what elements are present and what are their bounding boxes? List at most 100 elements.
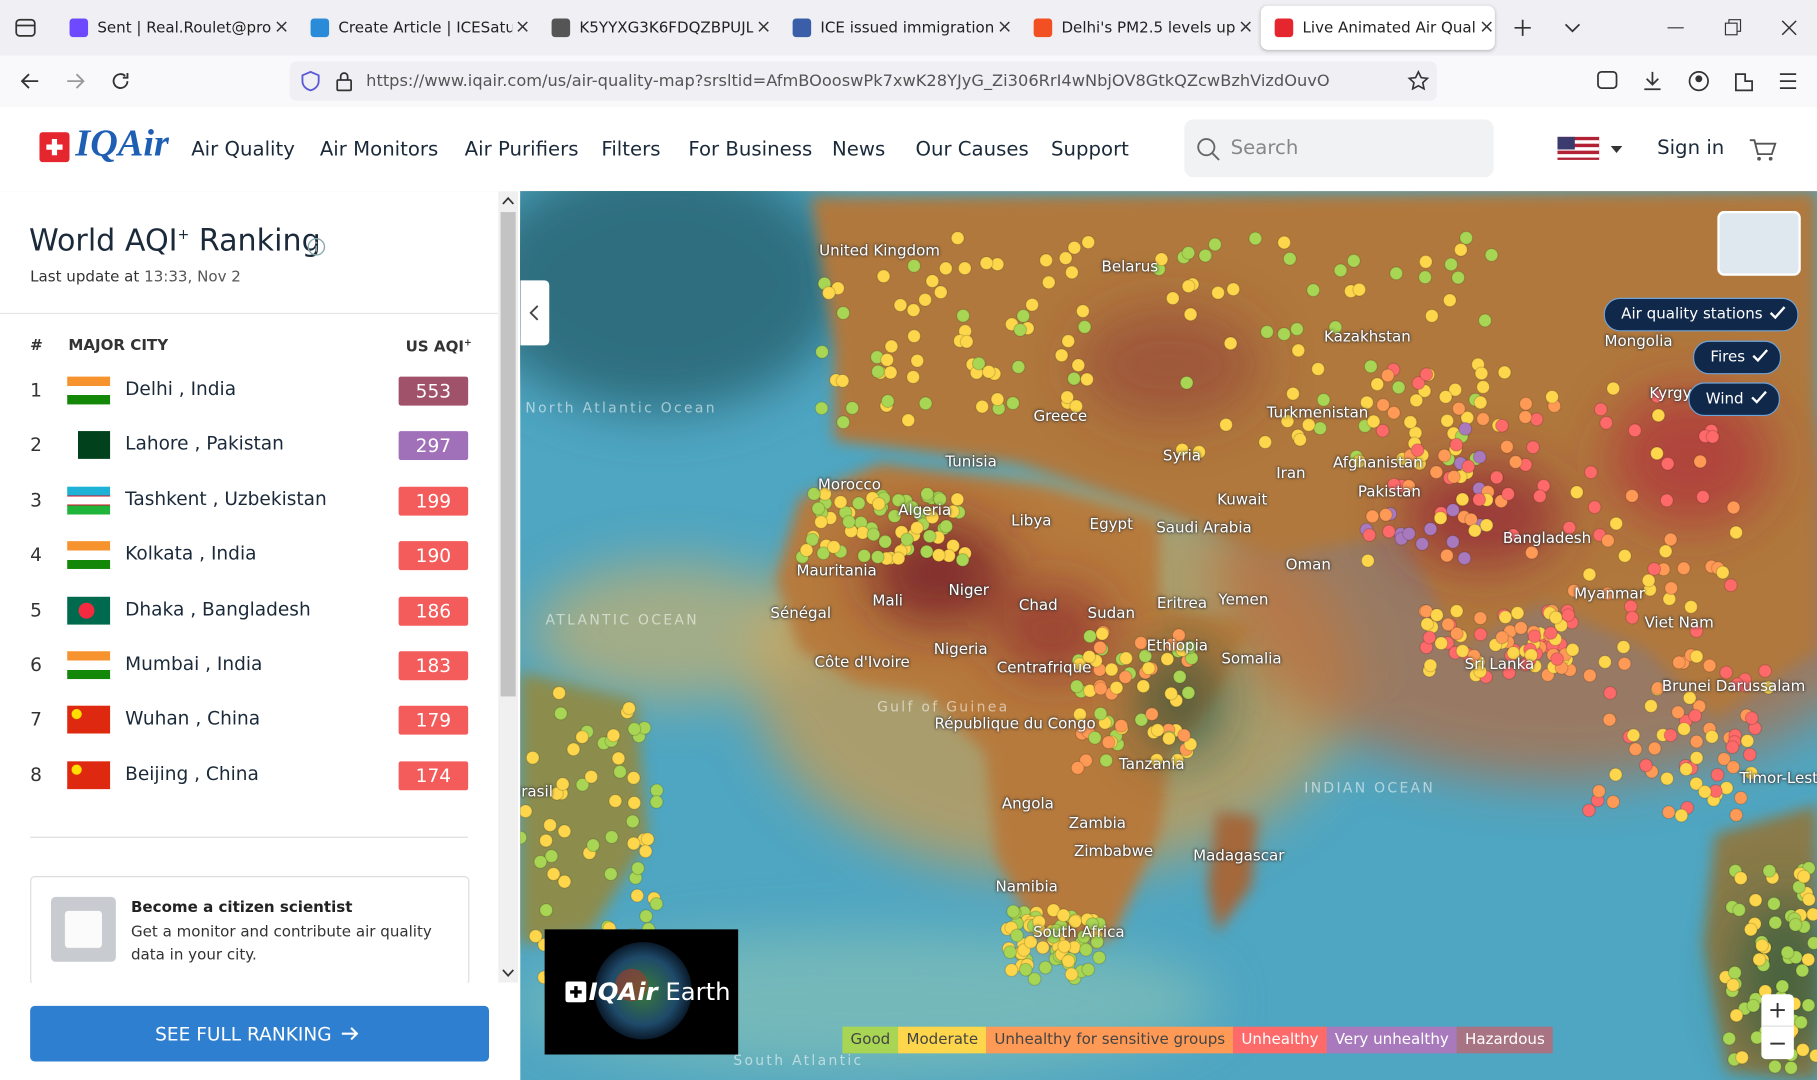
tab-close[interactable] [276, 19, 288, 38]
country-label: Brunei Darussalam [1661, 678, 1806, 696]
toolbar-icons [1597, 70, 1797, 92]
tab[interactable]: Create Article | ICESaturn [297, 6, 531, 50]
tab-close[interactable] [1240, 19, 1252, 38]
nav-item[interactable]: Support [1051, 137, 1129, 162]
station-dot [971, 356, 986, 371]
station-dot [1095, 626, 1110, 641]
full-ranking-button[interactable]: SEE FULL RANKING [30, 1005, 490, 1062]
collapse-panel[interactable] [520, 280, 550, 346]
layer-toggle[interactable]: Air quality stations [1603, 297, 1799, 332]
tab[interactable]: K5YYXG3K6FDQZBPUJL7E [538, 6, 772, 50]
station-dot [1794, 1015, 1809, 1030]
station-dot [1545, 389, 1560, 404]
check-icon [1750, 390, 1767, 409]
station-dot [1617, 548, 1632, 563]
station-dot [1161, 731, 1176, 746]
url-field[interactable]: https://www.iqair.com/us/air-quality-map… [289, 61, 1437, 101]
city[interactable]: Delhi , India [125, 377, 237, 400]
station-dot [1758, 664, 1773, 678]
nav-item[interactable]: Air Purifiers [464, 137, 579, 162]
station-dot [1150, 723, 1165, 738]
nav-item[interactable]: Air Quality [191, 137, 295, 162]
station-dot [1639, 758, 1653, 773]
map[interactable]: United Kingdom Belarus Kazakhstan Mongolia G… [520, 191, 1817, 1080]
country-label: Niger [948, 582, 989, 600]
scroll-up[interactable] [502, 195, 515, 207]
station-dot [1415, 536, 1430, 551]
layer-toggle[interactable]: Fires [1693, 340, 1782, 375]
tab[interactable]: Delhi's PM2.5 levels up by [1020, 6, 1254, 50]
station-dot [1070, 760, 1085, 775]
nav-item[interactable]: For Business [688, 137, 813, 162]
station-dot [1004, 963, 1019, 978]
nav-item[interactable]: News [832, 137, 886, 162]
logo-text[interactable]: IQAir [75, 122, 169, 165]
station-dot [584, 769, 599, 784]
station-dot [1082, 629, 1097, 644]
city[interactable]: Beijing , China [125, 762, 259, 785]
tab-close[interactable] [1481, 19, 1493, 38]
city[interactable]: Tashkent , Uzbekistan [125, 487, 327, 510]
station-dot [1183, 737, 1198, 752]
station-dot [1446, 503, 1460, 518]
station-dot [1179, 375, 1194, 390]
citizen-card[interactable]: Become a citizen scientist Get a monitor… [30, 876, 470, 985]
back-icon[interactable] [17, 68, 42, 93]
layer-toggle[interactable]: Wind [1688, 382, 1780, 417]
station-dot [1079, 942, 1093, 957]
station-dot [1277, 235, 1292, 250]
country-label: Belarus [1101, 258, 1159, 277]
new-tab-icon[interactable] [1511, 16, 1534, 39]
info-icon[interactable] [306, 236, 327, 257]
tab-close[interactable] [517, 19, 529, 38]
city[interactable]: Wuhan , China [125, 707, 261, 730]
minimap[interactable] [1717, 210, 1801, 276]
station-dot [1795, 1042, 1810, 1057]
earth-tile[interactable]: IQAir Earth [544, 929, 739, 1055]
aqi-badge: 183 [398, 651, 469, 681]
city[interactable]: Mumbai , India [125, 652, 263, 675]
station-dot [1617, 656, 1632, 671]
restore-icon[interactable] [1721, 16, 1744, 39]
sign-in[interactable]: Sign in [1657, 136, 1725, 160]
tab[interactable]: Sent | Real.Roulet@proton.me [56, 6, 290, 50]
zoom-out[interactable]: − [1767, 1029, 1788, 1057]
nav-item[interactable]: Air Monitors [319, 137, 439, 162]
tab[interactable]: ICE issued immigration detainer [779, 6, 1013, 50]
station-dot [1402, 526, 1416, 541]
scrollbar[interactable] [498, 191, 518, 983]
station-dot [1333, 263, 1348, 278]
forward-icon[interactable] [63, 68, 88, 93]
close-icon[interactable] [1778, 16, 1801, 39]
aqi-badge: 297 [398, 431, 469, 461]
station-dot [1752, 952, 1767, 967]
city[interactable]: Kolkata , India [125, 542, 257, 565]
tab-close[interactable] [758, 19, 770, 38]
nav-item[interactable]: Filters [601, 137, 661, 162]
tab-close[interactable] [999, 19, 1011, 38]
country-label: Egypt [1089, 516, 1134, 534]
station-dot [1484, 248, 1499, 262]
bookmark-icon[interactable] [1407, 69, 1430, 93]
logo-icon[interactable] [39, 132, 70, 163]
station-dot [1527, 629, 1542, 644]
scroll-thumb[interactable] [500, 212, 516, 697]
reload-icon[interactable] [108, 68, 133, 93]
cart-icon[interactable] [1747, 137, 1777, 165]
nav-item[interactable]: Our Causes [915, 137, 1029, 162]
tab-menu-icon[interactable] [1561, 16, 1584, 39]
station-dot [1495, 418, 1509, 433]
station-dot [1444, 257, 1459, 272]
language-flag[interactable] [1557, 136, 1627, 162]
station-dot [907, 329, 922, 344]
station-dot [1543, 625, 1558, 640]
minimize-icon[interactable] [1664, 16, 1687, 39]
search-box[interactable]: Search [1184, 119, 1494, 178]
station-dot [613, 764, 627, 779]
city[interactable]: Lahore , Pakistan [125, 432, 284, 455]
scroll-down[interactable] [502, 968, 515, 980]
city[interactable]: Dhaka , Bangladesh [125, 597, 311, 620]
country-label: Mali [872, 592, 903, 611]
tab[interactable]: Live Animated Air Quality Map [1260, 5, 1495, 50]
zoom-in[interactable]: + [1761, 994, 1794, 1027]
